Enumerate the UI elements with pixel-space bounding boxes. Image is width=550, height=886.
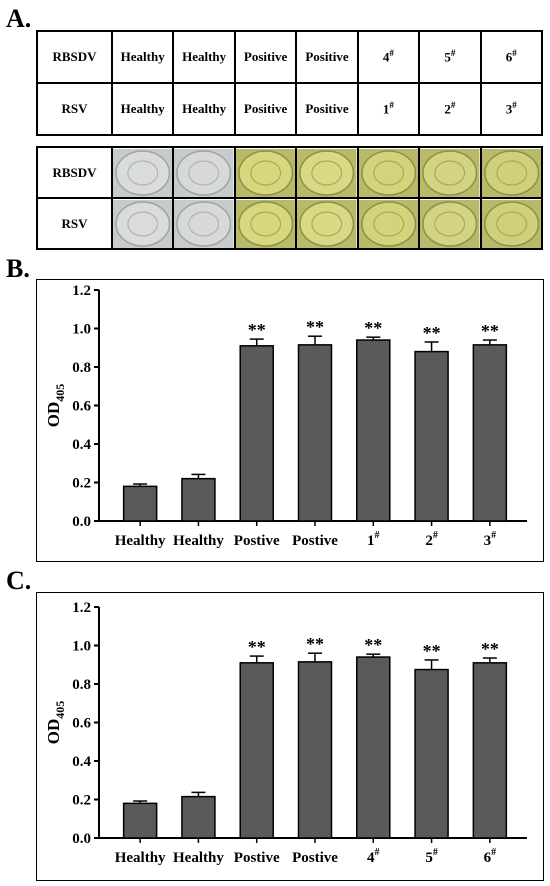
sample-cell: Positive [295, 82, 359, 136]
significance-label: ** [248, 320, 266, 340]
elisa-well-photo: RBSDV RSV [36, 146, 544, 250]
y-tick-label: 0.8 [72, 677, 91, 693]
x-tick-label: 2# [425, 530, 438, 549]
row-label-rbsdv: RBSDV [36, 30, 113, 84]
significance-label: ** [306, 634, 324, 654]
chart-b-frame: 0.0 0.2 0.4 0.6 0.8 1.0 1.2 OD405 Healthy Healthy… [36, 279, 544, 562]
significance-label: ** [481, 321, 499, 341]
y-tick-label: 0.4 [72, 754, 91, 770]
significance-label: ** [364, 318, 382, 338]
x-tick-label: Healthy [173, 533, 224, 549]
elisa-well [172, 146, 236, 199]
panel-a-letter: A. [6, 4, 32, 33]
elisa-well [356, 197, 421, 250]
elisa-well [295, 146, 359, 199]
elisa-well [418, 197, 482, 250]
y-tick-label: 0.6 [72, 716, 91, 732]
sample-cell: Healthy [172, 82, 236, 136]
panel-b-letter: B. [6, 254, 30, 283]
well-row-label: RSV [36, 197, 113, 250]
bar [239, 662, 274, 839]
bar [239, 345, 274, 522]
sample-cell: 3# [479, 82, 544, 136]
elisa-well [172, 197, 236, 250]
row-label-rsv: RSV [36, 82, 113, 136]
x-tick-label: 3# [484, 530, 497, 549]
y-tick-label: 0.2 [72, 476, 91, 492]
bar [297, 661, 333, 839]
bar [414, 668, 449, 839]
sample-cell: 5# [418, 30, 482, 84]
elisa-well [418, 146, 482, 199]
y-tick-label: 0.2 [72, 793, 91, 809]
sample-cell: Positive [233, 30, 298, 84]
bar [181, 477, 216, 522]
elisa-well [479, 197, 544, 250]
bar [472, 662, 508, 839]
elisa-well [110, 146, 175, 199]
y-axis-label: OD405 [44, 384, 67, 428]
x-tick-label: 1# [367, 530, 380, 549]
sample-cell: Healthy [110, 82, 175, 136]
x-tick-label: Healthy [173, 850, 224, 866]
x-tick-label: 4# [367, 847, 380, 866]
bar [472, 344, 508, 522]
y-tick-label: 0.6 [72, 399, 91, 415]
elisa-well [295, 197, 359, 250]
y-tick-label: 0.0 [72, 831, 91, 847]
well-row-label: RBSDV [36, 146, 113, 199]
bar [356, 339, 391, 522]
sample-cell: Healthy [172, 30, 236, 84]
chart-c: 0.0 0.2 0.4 0.6 0.8 1.0 1.2 OD405 Healthy Healthy… [44, 600, 527, 866]
bar [414, 350, 449, 522]
y-tick-label: 1.2 [72, 283, 91, 299]
significance-label: ** [423, 323, 441, 343]
x-tick-label: Healthy [115, 533, 166, 549]
chart-c-frame: 0.0 0.2 0.4 0.6 0.8 1.0 1.2 OD405 Healthy Healthy… [36, 592, 544, 881]
x-tick-label: Postive [234, 850, 280, 866]
sample-cell: 6# [479, 30, 544, 84]
sample-cell: Positive [295, 30, 359, 84]
sample-cell: Healthy [110, 30, 175, 84]
x-tick-label: 5# [425, 847, 438, 866]
y-tick-label: 0.8 [72, 360, 91, 376]
sample-cell: 1# [356, 82, 421, 136]
elisa-well [233, 146, 298, 199]
panel-c-letter: C. [6, 566, 32, 595]
chart-b: 0.0 0.2 0.4 0.6 0.8 1.0 1.2 OD405 Healthy Healthy… [44, 283, 527, 549]
x-tick-label: Postive [234, 533, 280, 549]
elisa-well [233, 197, 298, 250]
sample-cell: 4# [356, 30, 421, 84]
bar [356, 656, 391, 839]
x-tick-label: Healthy [115, 850, 166, 866]
significance-label: ** [364, 635, 382, 655]
significance-label: ** [306, 317, 324, 337]
bar [297, 344, 333, 522]
bar [122, 485, 158, 522]
sample-cell: 2# [418, 82, 482, 136]
y-tick-label: 1.2 [72, 600, 91, 616]
bar [181, 795, 216, 839]
elisa-well [356, 146, 421, 199]
significance-label: ** [423, 641, 441, 661]
sample-layout-table: RBSDV Healthy Healthy Positive Positive 4# 5# 6… [36, 30, 544, 136]
sample-cell: Positive [233, 82, 298, 136]
y-tick-label: 0.0 [72, 514, 91, 530]
elisa-well [110, 197, 175, 250]
elisa-well [479, 146, 544, 199]
x-tick-label: Postive [292, 850, 338, 866]
y-tick-label: 0.4 [72, 437, 91, 453]
x-tick-label: Postive [292, 533, 338, 549]
y-axis-label: OD405 [44, 701, 67, 745]
significance-label: ** [248, 637, 266, 657]
x-tick-label: 6# [484, 847, 497, 866]
bar [122, 802, 158, 839]
y-tick-label: 1.0 [72, 322, 91, 338]
significance-label: ** [481, 639, 499, 659]
y-tick-label: 1.0 [72, 639, 91, 655]
